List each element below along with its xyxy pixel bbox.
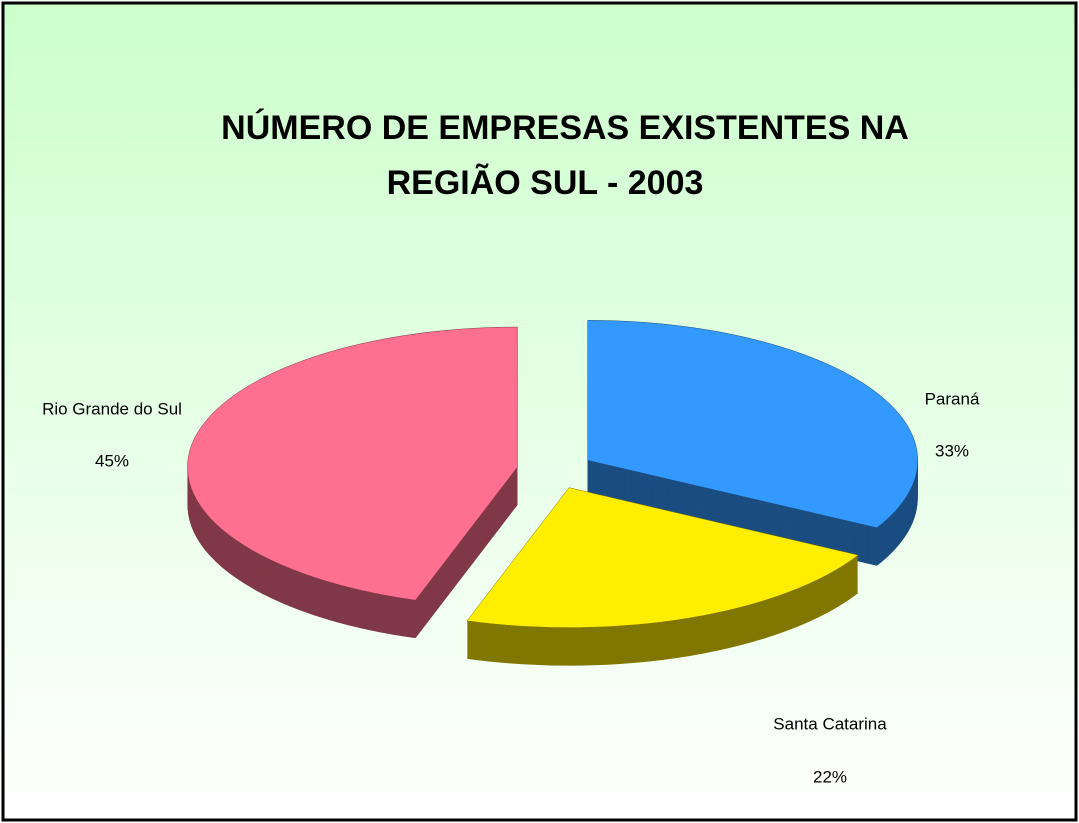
slice-label: Paraná bbox=[925, 389, 980, 408]
slice bbox=[187, 326, 518, 601]
slice bbox=[587, 320, 918, 529]
slice-label: Santa Catarina bbox=[773, 714, 887, 733]
slice bbox=[466, 487, 859, 628]
slice-tops bbox=[187, 320, 918, 628]
labels: Paraná 33% Santa Catarina 22% Rio Grande do … bbox=[42, 389, 980, 786]
slice-label: Rio Grande do Sul bbox=[42, 399, 182, 418]
slice-value-label: 22% bbox=[813, 767, 847, 786]
slice-value-label: 33% bbox=[935, 441, 969, 460]
chart-subtitle: REGIÃO SUL - 2003 bbox=[387, 164, 704, 202]
slice-value-label: 45% bbox=[95, 451, 129, 470]
chart-title: NÚMERO DE EMPRESAS EXISTENTES NA bbox=[221, 109, 909, 147]
